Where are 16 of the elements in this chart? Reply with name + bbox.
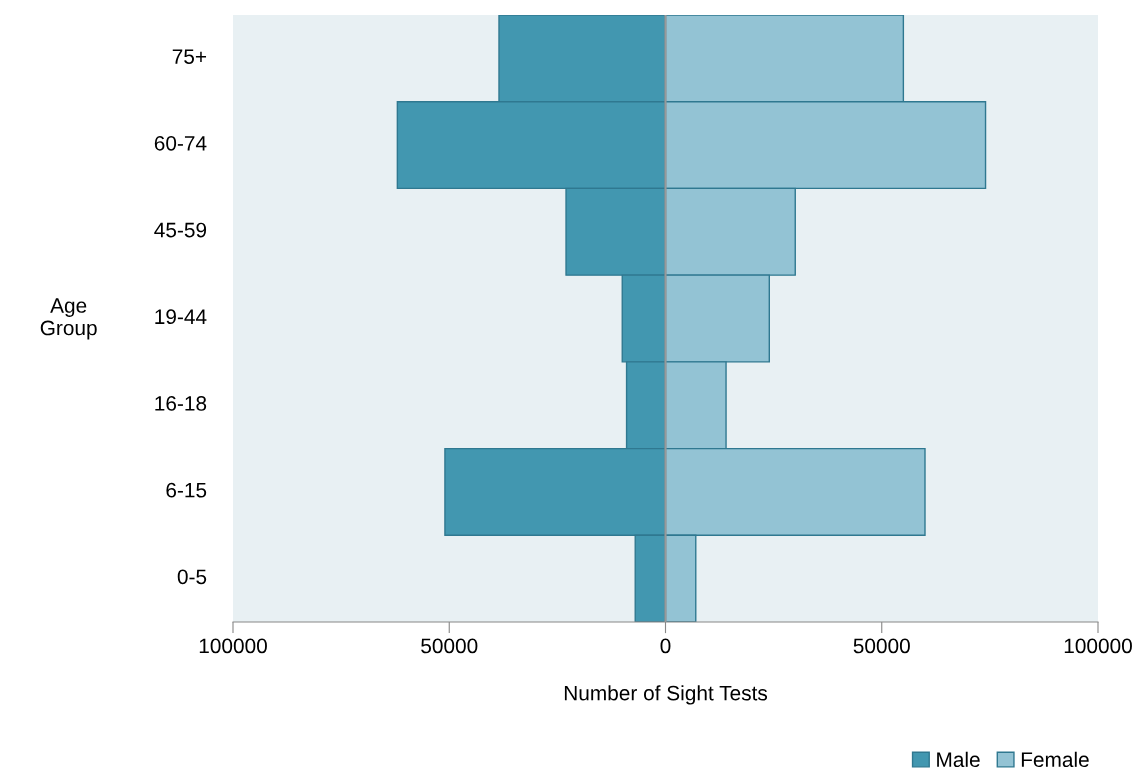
- x-tick-label: 100000: [1064, 638, 1132, 654]
- y-tick-label: 0-5: [177, 569, 207, 585]
- y-tick-label: 6-15: [166, 482, 207, 498]
- x-tick-label: 100000: [199, 638, 267, 654]
- y-tick-label: 45-59: [154, 222, 207, 238]
- x-tick-label: 50000: [853, 638, 910, 654]
- legend-label: Male: [937, 751, 980, 768]
- x-tick-label: 0: [660, 638, 671, 654]
- x-axis-title: Number of Sight Tests: [564, 685, 768, 705]
- y-tick-label: 16-18: [155, 396, 207, 411]
- y-tick-label: 60-74: [154, 135, 207, 151]
- y-axis-title: Age Group: [40, 298, 97, 340]
- y-tick-label: 19-44: [155, 309, 207, 325]
- legend-label: Female: [1021, 751, 1089, 768]
- x-tick-label: 50000: [421, 638, 478, 654]
- y-tick-label: 75+: [172, 49, 207, 64]
